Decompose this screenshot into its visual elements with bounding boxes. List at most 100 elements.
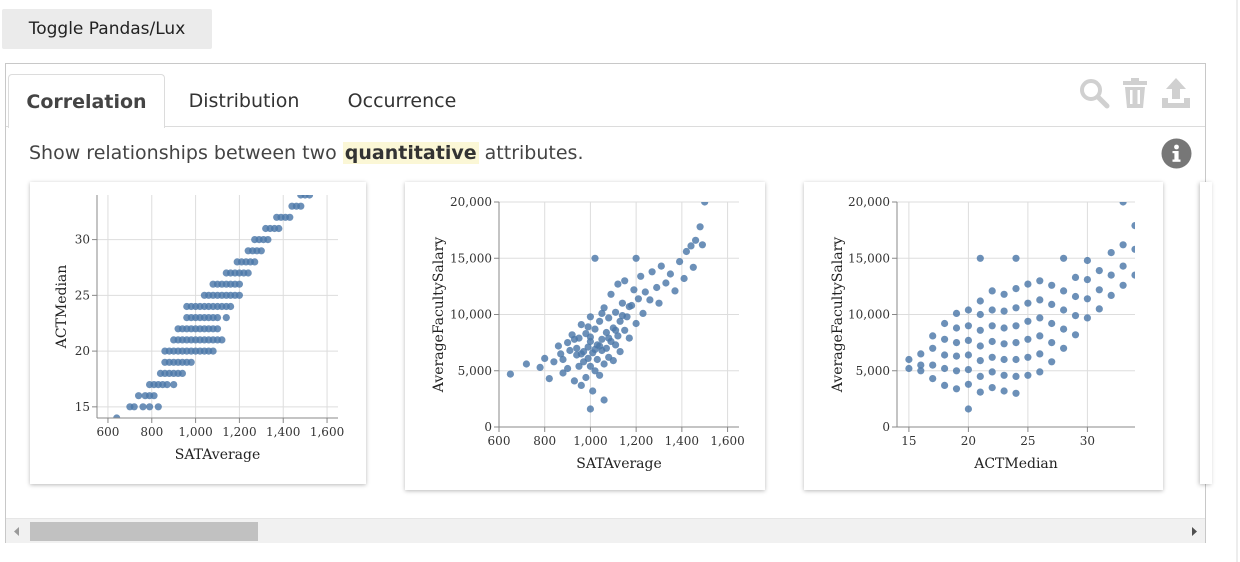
data-point: [941, 381, 949, 389]
data-point: [605, 314, 613, 322]
data-point: [1036, 368, 1044, 376]
y-axis-title: AverageFacultySalary: [830, 237, 846, 393]
data-point: [964, 351, 972, 359]
data-point: [625, 303, 633, 311]
description-suffix: attributes.: [478, 142, 584, 164]
x-tick-label: 20: [961, 434, 976, 448]
data-point: [584, 323, 592, 331]
data-point: [130, 403, 138, 411]
data-point: [671, 287, 679, 295]
data-point: [557, 350, 565, 358]
data-point: [213, 314, 222, 322]
data-point: [1012, 254, 1020, 262]
horizontal-scrollbar[interactable]: [6, 518, 1205, 543]
points-group: [506, 202, 709, 413]
chart-card-next-partial[interactable]: [1200, 182, 1212, 484]
data-point: [988, 384, 996, 392]
chart-card-salary-vs-satavg[interactable]: 600 800 1,000 1,200 1,400 1,600 0 5,000 10,000 15…: [405, 182, 765, 490]
data-point: [976, 254, 984, 262]
data-point: [1036, 350, 1044, 358]
scroll-left-arrow-icon[interactable]: [6, 519, 28, 544]
data-point: [596, 317, 604, 325]
data-point: [113, 414, 121, 418]
y-tick-label: 5,000: [856, 364, 890, 378]
data-point: [1012, 389, 1020, 397]
data-point: [1119, 281, 1127, 289]
data-point: [1012, 285, 1020, 293]
points-group: [905, 202, 1135, 413]
data-point: [1071, 331, 1080, 339]
data-point: [584, 354, 592, 362]
data-point: [988, 353, 996, 361]
data-point: [1048, 339, 1056, 347]
data-point: [598, 335, 606, 343]
data-point: [244, 269, 252, 277]
data-point: [1131, 222, 1135, 230]
tab-correlation[interactable]: Correlation: [8, 74, 165, 128]
data-point: [1119, 241, 1127, 249]
data-point: [589, 387, 597, 395]
data-point: [1060, 325, 1068, 333]
data-point: [251, 258, 259, 266]
data-point: [976, 372, 984, 380]
y-tick-label: 30: [75, 233, 90, 247]
data-point: [976, 297, 984, 305]
data-point: [929, 361, 937, 369]
data-point: [187, 358, 195, 366]
data-point: [213, 325, 222, 333]
points-group: [113, 195, 314, 418]
data-point: [1048, 281, 1056, 289]
data-point: [941, 335, 949, 343]
trash-icon[interactable]: [1118, 76, 1152, 110]
tab-occurrence[interactable]: Occurrence: [347, 90, 457, 112]
data-point: [577, 350, 585, 358]
y-tick-label: 20: [75, 344, 90, 358]
x-tick-label: 30: [1080, 434, 1095, 448]
data-point: [506, 370, 514, 378]
data-point: [616, 317, 624, 325]
y-tick-label: 20,000: [450, 195, 492, 209]
data-point: [988, 287, 996, 295]
data-point: [682, 247, 690, 256]
chart-card-salary-vs-actmedian[interactable]: 15 20 25 30 0 5,000 10,000 15,000 20,000 ACTMedia…: [804, 182, 1163, 490]
scroll-right-arrow-icon[interactable]: [1183, 519, 1205, 544]
data-point: [1119, 202, 1127, 206]
data-point: [964, 380, 972, 388]
data-point: [1107, 249, 1115, 257]
data-point: [976, 326, 984, 334]
data-point: [566, 346, 574, 355]
data-point: [612, 341, 620, 349]
data-point: [952, 352, 961, 360]
scroll-thumb[interactable]: [30, 522, 258, 541]
tab-distribution[interactable]: Distribution: [188, 90, 300, 112]
toggle-pandas-lux-button[interactable]: Toggle Pandas/Lux: [2, 9, 212, 49]
data-point: [602, 328, 610, 337]
x-tick-label: 800: [533, 434, 556, 448]
data-point: [559, 355, 567, 364]
data-point: [218, 336, 226, 344]
data-point: [905, 364, 913, 373]
data-point: [1036, 314, 1044, 322]
chart-card-actmedian-vs-satavg[interactable]: 600 800 1,000 1,200 1,400 1,600 15 20 25 30 SATAve…: [30, 182, 366, 484]
y-axis-title: ACTMedian: [54, 265, 70, 350]
x-axis-title: SATAverage: [576, 456, 662, 472]
data-point: [154, 403, 162, 411]
data-point: [593, 355, 601, 364]
data-point: [1095, 267, 1103, 275]
x-tick-label: 600: [97, 425, 120, 439]
data-point: [1071, 312, 1080, 320]
data-point: [600, 360, 608, 368]
data-point: [689, 263, 697, 271]
info-icon[interactable]: [1161, 138, 1192, 169]
data-point: [1060, 306, 1068, 314]
y-tick-label: 20,000: [848, 195, 890, 209]
data-point: [522, 360, 530, 368]
search-icon[interactable]: [1077, 76, 1111, 110]
data-point: [1083, 314, 1091, 322]
data-point: [662, 279, 670, 287]
data-point: [602, 344, 610, 352]
data-point: [1095, 286, 1103, 294]
data-point: [952, 385, 961, 393]
upload-icon[interactable]: [1159, 76, 1193, 110]
x-tick-label: 1,400: [266, 425, 300, 439]
